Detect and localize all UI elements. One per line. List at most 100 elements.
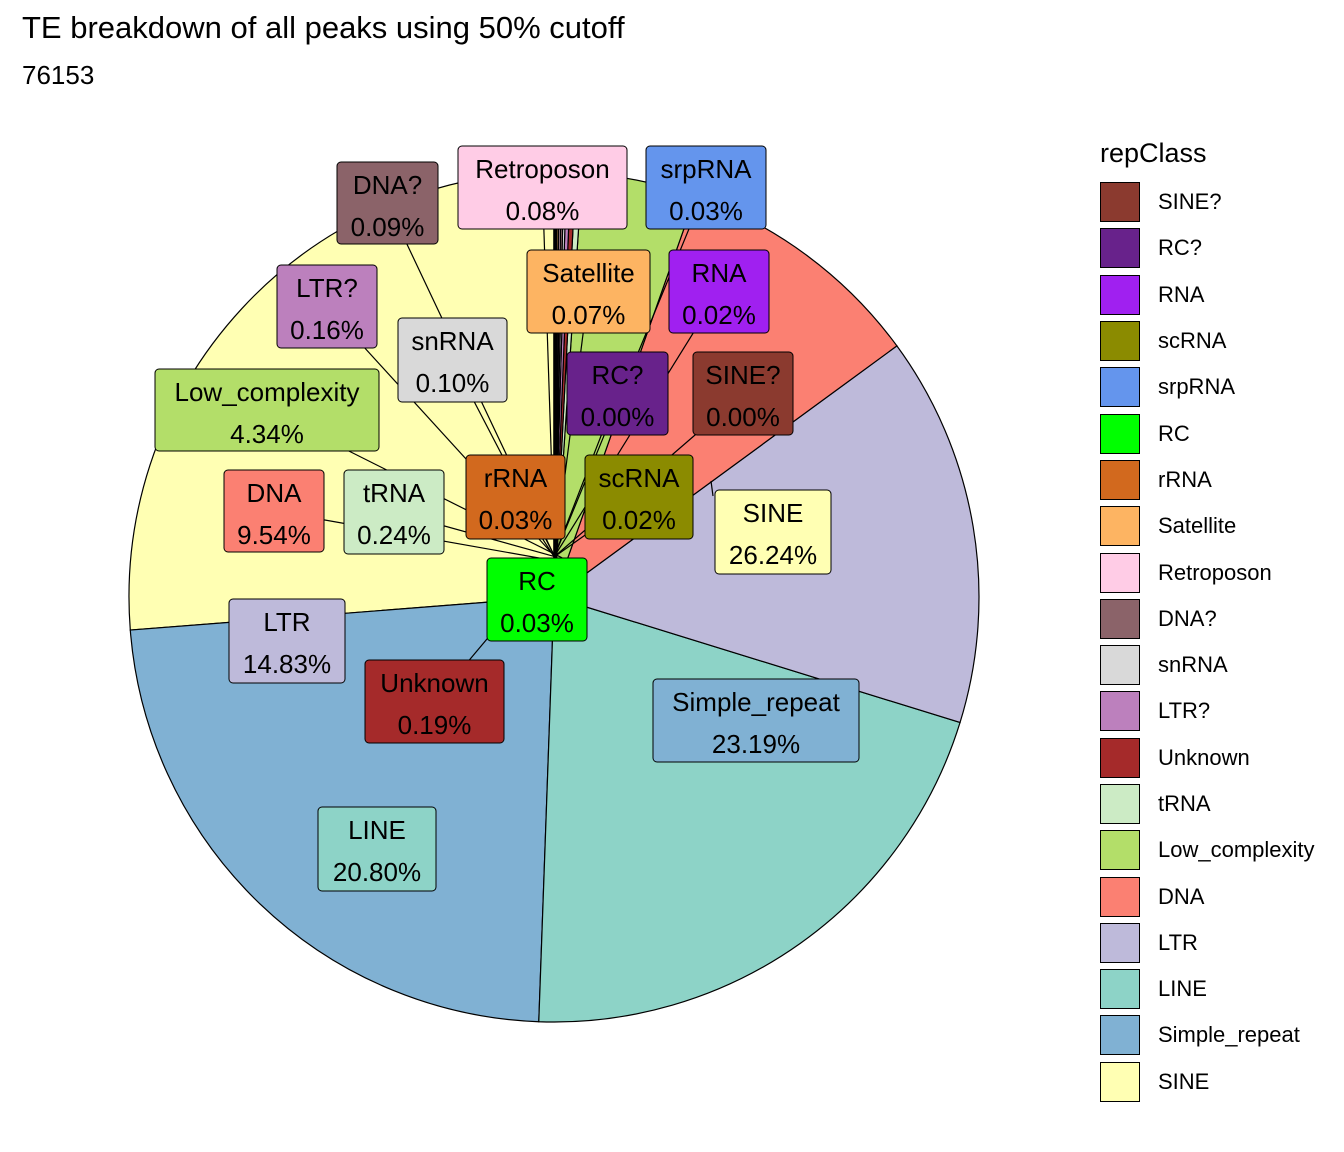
legend-label: srpRNA [1158,374,1236,400]
slice-label-box-srprna [645,145,767,230]
slice-label-box-rna [668,249,770,334]
legend-item-rc-q: RC? [1100,225,1315,271]
slice-label-name-low-complexity: Low_complexity [175,377,360,407]
legend-item-ltr: LTR [1100,920,1315,966]
slice-label-box-sine-q [692,351,794,436]
slice-label-scrna: scRNA 0.02% [584,454,694,540]
slice-label-box-line [317,806,437,892]
legend-swatch [1100,274,1140,315]
slice-label-srprna: srpRNA 0.03% [645,145,767,230]
slice-label-box-trna [343,469,445,555]
slice-label-name-simple-repeat: Simple_repeat [672,687,840,717]
slice-label-satellite: Satellite 0.07% [526,249,651,334]
legend-swatch [1100,691,1140,732]
slice-label-box-rc-q [566,351,669,436]
legend-label: Satellite [1158,513,1237,539]
legend-items: SINE? RC? RNA scRNA srpRNA RC rRNA Satellite Ret… [1100,179,1315,1105]
pie-chart: SINE26.24%Simple_repeat23.19%LINE20.80%L… [128,145,980,1023]
slice-label-name-ltr-q: LTR? [296,273,358,303]
slice-label-value-rna: 0.02% [682,300,756,330]
legend-label: snRNA [1158,652,1228,678]
slice-label-simple-repeat: Simple_repeat 23.19% [652,678,860,763]
slice-label-box-rc [486,557,588,642]
slice-label-box-unknown [364,659,505,744]
legend-label: Retroposon [1158,559,1272,585]
slice-label-name-sine-q: SINE? [705,360,780,390]
legend-item-retroposon: Retroposon [1100,549,1315,595]
legend-swatch [1100,830,1140,871]
slice-label-value-retroposon: 0.08% [506,196,580,226]
legend-swatch [1100,367,1140,408]
legend-item-low-complexity: Low_complexity [1100,827,1315,873]
slice-label-box-scrna [584,454,694,540]
legend-item-trna: tRNA [1100,781,1315,827]
slice-label-ltr: LTR 14.83% [228,598,346,684]
slice-label-name-rrna: rRNA [484,463,548,493]
slice-label-value-trna: 0.24% [357,520,431,550]
legend-label: scRNA [1158,328,1227,354]
legend-swatch [1100,228,1140,269]
slice-label-value-unknown: 0.19% [398,710,472,740]
slice-label-ltr-q: LTR? 0.16% [276,264,378,349]
legend: repClass SINE? RC? RNA scRNA srpRNA RC rRNA Sat… [1100,138,1315,1105]
legend-label: LTR [1158,929,1198,955]
legend-item-dna-q: DNA? [1100,596,1315,642]
legend-label: Unknown [1158,744,1250,770]
slice-label-value-rc: 0.03% [500,608,574,638]
legend-swatch [1100,459,1140,500]
legend-swatch [1100,552,1140,593]
legend-item-rrna: rRNA [1100,457,1315,503]
legend-swatch [1100,1015,1140,1056]
slice-label-box-low-complexity [154,368,380,452]
slice-label-box-satellite [526,249,651,334]
leader-line-sine [710,480,714,497]
slice-label-box-ltr-q [276,264,378,349]
slice-label-name-ltr: LTR [263,607,310,637]
slice-label-name-satellite: Satellite [542,258,635,288]
slice-label-value-srprna: 0.03% [669,196,743,226]
slice-label-name-rc: RC [518,566,556,596]
slice-label-low-complexity: Low_complexity 4.34% [154,368,380,452]
slice-label-value-simple-repeat: 23.19% [712,729,800,759]
legend-swatch [1100,321,1140,362]
legend-label: Low_complexity [1158,837,1315,863]
legend-swatch [1100,922,1140,963]
legend-title: repClass [1100,138,1207,168]
slice-label-box-retroposon [457,145,628,230]
slice-label-rna: RNA 0.02% [668,249,770,334]
slice-label-value-dna-q: 0.09% [351,212,425,242]
legend-swatch [1100,598,1140,639]
slice-label-unknown: Unknown 0.19% [364,659,505,744]
slice-label-box-ltr [228,598,346,684]
legend-label: LTR? [1158,698,1211,724]
legend-swatch [1100,506,1140,547]
legend-label: tRNA [1158,791,1211,816]
legend-label: LINE [1158,976,1207,1002]
legend-item-rna: RNA [1100,272,1315,318]
chart-subtitle: 76153 [22,60,95,90]
slice-label-rc: RC 0.03% [486,557,588,642]
legend-label: Simple_repeat [1158,1022,1300,1048]
slice-label-value-scrna: 0.02% [602,505,676,535]
slice-label-name-dna-q: DNA? [353,170,422,200]
slice-label-box-simple-repeat [652,678,860,763]
legend-swatch [1100,413,1140,454]
slice-label-value-sine: 26.24% [729,540,817,570]
legend-label: RC [1158,420,1190,446]
slice-label-box-sine [714,489,832,575]
slice-label-dna-q: DNA? 0.09% [336,161,439,245]
chart-title: TE breakdown of all peaks using 50% cuto… [22,10,625,45]
legend-item-rc: RC [1100,410,1315,456]
slice-label-rc-q: RC? 0.00% [566,351,669,436]
slice-label-name-dna: DNA [247,478,303,508]
legend-item-simple-repeat: Simple_repeat [1100,1012,1315,1058]
slice-label-value-rc-q: 0.00% [581,402,655,432]
slice-label-value-snrna: 0.10% [416,368,490,398]
slice-label-name-sine: SINE [743,498,804,528]
legend-label: DNA? [1158,605,1217,631]
slice-label-value-ltr: 14.83% [243,649,331,679]
slice-label-box-dna-q [336,161,439,245]
legend-swatch [1100,645,1140,686]
legend-item-sine-q: SINE? [1100,179,1315,225]
legend-swatch [1100,182,1140,223]
